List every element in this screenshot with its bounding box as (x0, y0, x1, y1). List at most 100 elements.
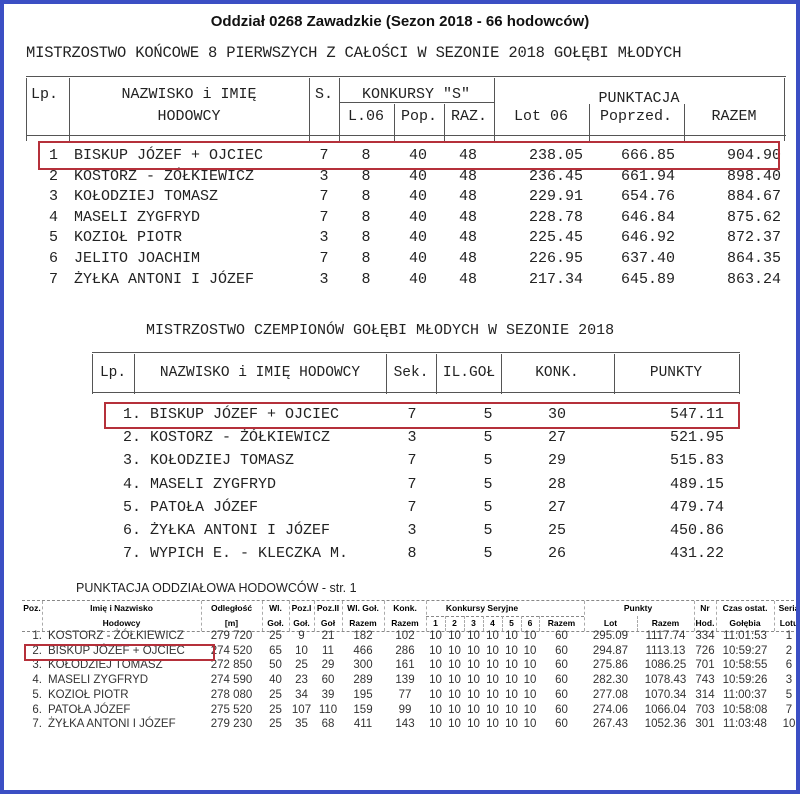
cell-odleglosc: 274 520 (210, 644, 253, 657)
cell-razem: 875.62 (726, 208, 781, 226)
cell-lot06: 226.95 (528, 250, 583, 267)
cell-lot: 294.87 (592, 644, 629, 657)
cell-k6: 10 (523, 644, 537, 657)
cell-sek: 7 (407, 406, 417, 423)
cell-pop: 40 (408, 167, 427, 185)
column-rule (521, 616, 522, 631)
cell-razem: 904.90 (726, 147, 781, 164)
cell-wl-gol-razem: 195 (353, 688, 373, 701)
header-bottom: Hod. (695, 618, 715, 628)
cell-l06: 8 (361, 188, 371, 206)
column-rule (501, 354, 502, 394)
cell-name: JELITO JOACHIM (74, 250, 201, 267)
cell-ilgol: 5 (483, 429, 493, 447)
cell-lot: 282.30 (592, 674, 629, 687)
cell-poprzed: 661.94 (620, 167, 675, 185)
table1-title: MISTRZOSTWO KOŃCOWE 8 PIERWSZYCH Z CAŁOŚ… (26, 44, 682, 62)
cell-czas: 10:58:08 (722, 703, 768, 716)
cell-wl-gol-razem: 289 (353, 674, 373, 687)
cell-raz: 48 (458, 250, 477, 267)
cell-razem: 864.35 (726, 250, 781, 267)
cell-nr-hod: 334 (695, 630, 715, 642)
cell-lot: 277.08 (592, 688, 629, 701)
cell-section: 7 (319, 147, 329, 164)
cell-wl-gol-razem: 182 (353, 630, 373, 642)
column-rule (684, 104, 685, 141)
cell-seria: 6 (785, 659, 793, 672)
cell-section: 7 (319, 250, 329, 267)
header-pop: Pop. (400, 108, 437, 125)
table2-title: MISTRZOSTWO CZEMPIONÓW GOŁĘBI MŁODYCH W … (146, 322, 615, 339)
cell-poz2: 110 (318, 703, 338, 716)
cell-k6: 10 (523, 659, 537, 672)
header-bottom: [m] (224, 618, 239, 628)
cell-sek: 7 (407, 475, 417, 493)
column-rule (386, 354, 387, 394)
cell-poz2: 39 (321, 688, 335, 701)
header-name: NAZWISKO i IMIĘ HODOWCY (159, 365, 361, 381)
header-konk: KONK. (535, 365, 579, 381)
cell-name: KOŁODZIEJ TOMASZ (74, 188, 219, 206)
cell-sek: 7 (407, 452, 417, 470)
cell-k2: 10 (448, 644, 461, 657)
cell-odleglosc: 279 720 (210, 630, 253, 642)
cell-wl-gol: 40 (269, 674, 282, 687)
header-top: Konk. (393, 603, 417, 613)
cell-k3: 10 (467, 718, 480, 731)
cell-wl-gol-razem: 411 (353, 718, 373, 731)
header-bottom: Razem (547, 618, 576, 628)
cell-name: KOSTORZ - ŻÓŁKIEWICZ (150, 429, 331, 447)
highlight-box (104, 402, 740, 429)
header-l06: L.06 (347, 108, 384, 125)
cell-ilgol: 5 (483, 406, 493, 423)
header-top: Odległość (210, 603, 253, 613)
cell-konk: 27 (547, 429, 566, 447)
cell-czas: 10:59:26 (722, 674, 768, 687)
column-rule (483, 616, 484, 631)
cell-konk: 29 (547, 452, 566, 470)
column-rule (69, 78, 70, 141)
cell-name: KOSTORZ - ŻÓŁKIEWICZ (48, 630, 184, 642)
column-rule (444, 104, 445, 141)
cell-k6: 10 (523, 688, 537, 701)
cell-punkty-razem: 1113.13 (645, 644, 686, 657)
cell-poprzed: 646.92 (620, 229, 675, 247)
column-rule (584, 601, 585, 631)
cell-k4: 10 (486, 630, 499, 642)
cell-sek: 3 (407, 429, 417, 447)
cell-wl-gol: 65 (269, 644, 282, 657)
cell-czas: 11:03:48 (723, 718, 767, 731)
cell-punkty: 450.86 (669, 522, 724, 539)
header-ilgol: IL.GOŁ (442, 365, 496, 381)
cell-k6: 10 (523, 718, 537, 731)
cell-konk-razem: 139 (395, 674, 415, 687)
cell-ilgol: 5 (483, 545, 493, 563)
cell-wl-gol: 25 (269, 630, 282, 642)
header-bottom: Lotu (779, 618, 799, 628)
cell-poz1: 10 (295, 644, 308, 657)
cell-poz2: 68 (321, 718, 335, 731)
cell-k5: 10 (505, 718, 518, 731)
cell-pop: 40 (408, 229, 427, 247)
cell-lot06: 217.34 (528, 270, 583, 288)
column-rule (262, 601, 263, 631)
cell-rank: 6. (122, 522, 141, 539)
cell-lot: 275.86 (592, 659, 629, 672)
header-bottom: 3 (471, 618, 476, 628)
cell-poz1: 23 (295, 674, 308, 687)
cell-k4: 10 (486, 718, 499, 731)
column-rule (589, 104, 590, 141)
cell-k2: 10 (448, 688, 461, 701)
cell-k4: 10 (486, 644, 499, 657)
cell-konk-razem: 102 (395, 630, 415, 642)
cell-konk-razem: 77 (398, 688, 412, 701)
header-punktacja: PUNKTACJA (598, 90, 680, 107)
cell-ilgol: 5 (483, 498, 493, 516)
cell-wl-gol: 25 (269, 718, 282, 731)
cell-konk: 30 (547, 406, 566, 423)
header-lot06: Lot 06 (513, 108, 568, 125)
cell-name: MASELI ZYGFRYD (150, 475, 277, 493)
header-poprzed: Poprzed. (599, 108, 672, 125)
rule (22, 631, 796, 632)
